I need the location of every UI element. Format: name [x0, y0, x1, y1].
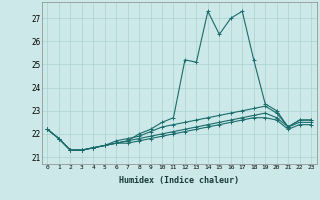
X-axis label: Humidex (Indice chaleur): Humidex (Indice chaleur)	[119, 176, 239, 185]
